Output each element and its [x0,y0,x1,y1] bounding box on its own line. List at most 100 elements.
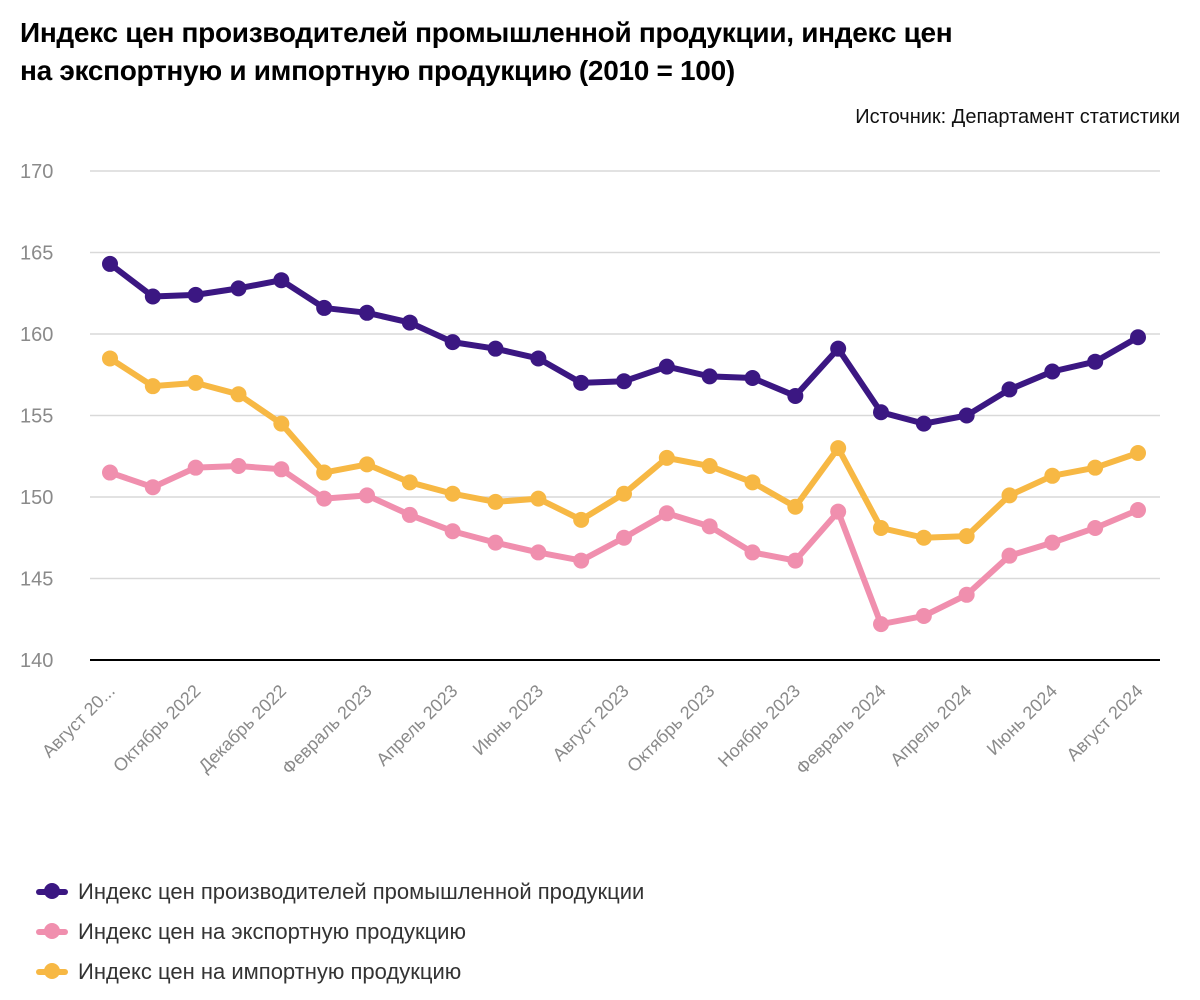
data-point[interactable] [573,552,590,569]
data-point[interactable] [1130,329,1146,346]
data-point[interactable] [744,544,761,561]
data-point[interactable] [487,493,504,510]
data-point[interactable] [1001,381,1018,398]
legend-label: Индекс цен на импортную продукцию [78,959,462,984]
data-point[interactable] [144,378,161,395]
x-tick-label: Октябрь 2023 [623,681,718,776]
y-tick-label: 160 [20,324,53,346]
data-point[interactable] [658,358,675,375]
data-point[interactable] [830,340,847,357]
data-point[interactable] [958,528,975,545]
data-point[interactable] [1044,467,1061,484]
data-point[interactable] [444,334,461,351]
data-point[interactable] [573,374,590,391]
data-point[interactable] [701,458,718,475]
data-point[interactable] [787,552,804,569]
data-point[interactable] [444,523,461,540]
data-point[interactable] [102,464,118,481]
data-point[interactable] [1044,534,1061,551]
data-point[interactable] [1001,487,1018,504]
y-tick-label: 150 [20,487,53,509]
data-point[interactable] [658,505,675,522]
data-point[interactable] [1087,353,1104,370]
data-point[interactable] [273,272,290,289]
data-point[interactable] [187,459,204,476]
data-point[interactable] [958,586,975,603]
data-point[interactable] [658,449,675,466]
data-point[interactable] [616,485,632,502]
data-point[interactable] [359,487,375,504]
data-point[interactable] [144,288,161,305]
data-point[interactable] [144,479,161,496]
legend-item-import[interactable]: Индекс цен на импортную продукцию [36,952,644,992]
data-point[interactable] [1087,519,1104,536]
data-point[interactable] [102,350,118,367]
legend-dot [44,883,60,899]
x-tick-label: Апрель 2023 [372,681,461,770]
data-point[interactable] [359,456,375,473]
data-point[interactable] [230,386,247,403]
data-point[interactable] [1087,459,1104,476]
data-point[interactable] [830,503,847,520]
data-point[interactable] [787,387,804,404]
legend-item-producer[interactable]: Индекс цен производителей промышленной п… [36,872,644,912]
data-point[interactable] [273,461,290,478]
data-point[interactable] [873,616,889,633]
data-point[interactable] [873,404,889,421]
data-point[interactable] [487,534,504,551]
data-point[interactable] [187,286,204,303]
data-point[interactable] [701,368,718,385]
data-point[interactable] [273,415,290,432]
data-point[interactable] [530,490,547,507]
data-point[interactable] [1130,502,1146,519]
data-point[interactable] [1130,444,1146,461]
data-point[interactable] [102,255,118,272]
data-point[interactable] [1001,547,1018,564]
data-point[interactable] [830,440,847,457]
data-point[interactable] [530,350,547,367]
data-point[interactable] [616,529,632,546]
y-tick-label: 145 [20,569,53,591]
data-point[interactable] [230,280,247,297]
data-point[interactable] [958,407,975,424]
x-tick-label: Июнь 2023 [469,681,547,759]
legend-dot [44,963,60,979]
x-tick-label: Апрель 2024 [886,681,975,770]
data-point[interactable] [744,474,761,491]
grid-lines [90,170,1160,661]
series-2 [102,350,1146,546]
legend-marker-icon [36,923,68,939]
data-point[interactable] [616,373,632,390]
x-tick-label: Октябрь 2022 [109,681,204,776]
data-point[interactable] [573,511,590,528]
data-point[interactable] [316,464,333,481]
data-point[interactable] [401,506,418,523]
data-point[interactable] [487,340,504,357]
legend-item-export[interactable]: Индекс цен на экспортную продукцию [36,912,644,952]
data-point[interactable] [530,544,547,561]
data-point[interactable] [915,529,932,546]
x-tick-label: Июнь 2024 [983,681,1061,759]
legend: Индекс цен производителей промышленной п… [36,872,644,992]
chart-title-line-1: Индекс цен производителей промышленной п… [20,17,953,48]
data-point[interactable] [701,518,718,535]
legend-dot [44,923,60,939]
data-point[interactable] [316,490,333,507]
x-tick-label: Август 2023 [549,681,633,765]
data-point[interactable] [230,458,247,475]
data-point[interactable] [316,299,333,316]
data-point[interactable] [915,607,932,624]
data-point[interactable] [915,415,932,432]
data-point[interactable] [401,474,418,491]
data-point[interactable] [359,304,375,321]
data-point[interactable] [787,498,804,515]
data-point[interactable] [744,370,761,387]
data-point[interactable] [401,314,418,331]
data-point[interactable] [187,374,204,391]
legend-label: Индекс цен производителей промышленной п… [78,879,645,904]
data-point[interactable] [873,519,889,536]
data-point[interactable] [444,485,461,502]
data-point[interactable] [1044,363,1061,380]
